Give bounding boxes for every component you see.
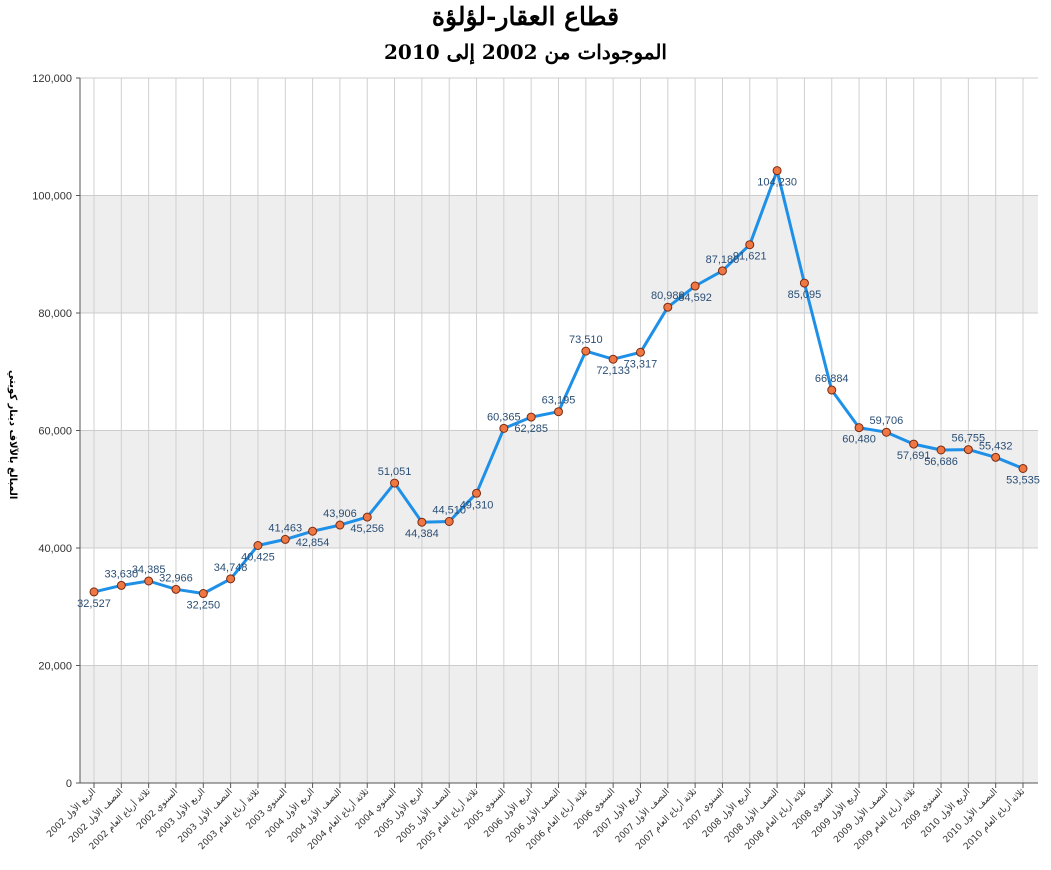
series (89, 166, 1028, 599)
data-point (635, 347, 645, 357)
data-label: 60,480 (842, 434, 876, 446)
data-label: 60,365 (487, 411, 521, 423)
data-label: 45,256 (350, 523, 384, 535)
y-tick-labels: 0 20,000 40,000 60,000 80,000 100,000 120,000 (32, 73, 72, 790)
data-point (444, 517, 454, 527)
data-label: 42,854 (296, 537, 330, 549)
data-label: 49,310 (460, 499, 494, 511)
data-point (526, 412, 536, 422)
data-point (909, 439, 919, 449)
data-label: 32,527 (77, 598, 111, 610)
data-label: 51,051 (378, 466, 412, 478)
data-label: 73,317 (624, 358, 658, 370)
data-label: 56,686 (924, 456, 958, 468)
data-point (1018, 463, 1028, 473)
data-point (417, 517, 427, 527)
data-point (854, 423, 864, 433)
data-point (253, 541, 263, 551)
data-point (690, 281, 700, 291)
data-label: 72,133 (596, 365, 630, 377)
data-label: 66,884 (815, 373, 849, 385)
data-label: 34,748 (214, 562, 248, 574)
data-label: 84,592 (678, 292, 712, 304)
data-label: 63,195 (542, 395, 576, 407)
data-label: 44,384 (405, 528, 439, 540)
axes (76, 77, 1038, 788)
chart-title: قطاع العقار-لؤلؤة (431, 2, 620, 31)
data-point (89, 587, 99, 597)
data-point (799, 278, 809, 288)
data-label: 85,095 (788, 289, 822, 301)
data-point (308, 526, 318, 536)
data-point (390, 478, 400, 488)
data-label: 62,285 (514, 423, 548, 435)
data-point (936, 445, 946, 455)
data-label: 80,988 (651, 290, 685, 302)
data-point (198, 589, 208, 599)
data-label: 44,510 (432, 505, 466, 517)
data-label: 55,432 (979, 440, 1013, 452)
data-point (144, 576, 154, 586)
y-tick-label: 40,000 (38, 543, 72, 555)
data-label: 59,706 (870, 415, 904, 427)
data-point (116, 580, 126, 590)
data-label: 87,180 (706, 254, 740, 266)
data-point (745, 240, 755, 250)
y-tick-label: 20,000 (38, 661, 72, 673)
data-point (280, 534, 290, 544)
data-label: 73,510 (569, 334, 603, 346)
data-label: 53,535 (1006, 474, 1040, 486)
y-tick-label: 100,000 (32, 191, 72, 203)
y-tick-label: 120,000 (32, 73, 72, 85)
data-label: 41,463 (268, 522, 302, 534)
data-point (608, 354, 618, 364)
data-label: 91,621 (733, 251, 767, 263)
data-label: 40,425 (241, 552, 275, 564)
data-label: 32,250 (186, 600, 220, 612)
data-label: 104,230 (757, 177, 797, 189)
data-point (991, 452, 1001, 462)
data-point (963, 445, 973, 455)
data-label: 57,691 (897, 450, 931, 462)
y-tick-label: 80,000 (38, 308, 72, 320)
data-point (335, 520, 345, 530)
data-point (717, 266, 727, 276)
data-point (554, 407, 563, 417)
data-label: 32,966 (159, 572, 193, 584)
y-tick-label: 60,000 (38, 426, 72, 438)
data-point (171, 584, 181, 594)
data-point (362, 512, 372, 522)
data-point (663, 302, 673, 312)
data-label: 56,755 (952, 433, 986, 445)
data-point (827, 385, 837, 395)
x-tick-label: الربع الأول 2002 (44, 786, 98, 840)
chart-subtitle: الموجودات من 2002 إلى 2010 (384, 40, 667, 64)
data-point (881, 427, 891, 437)
data-label: 33,630 (104, 568, 138, 580)
data-point (472, 488, 482, 498)
data-label: 34,385 (132, 564, 166, 576)
data-label: 43,906 (323, 508, 357, 520)
data-point (226, 574, 236, 584)
y-tick-label: 0 (66, 778, 72, 790)
data-point (499, 423, 509, 433)
data-point (772, 166, 782, 176)
data-point (581, 346, 591, 356)
